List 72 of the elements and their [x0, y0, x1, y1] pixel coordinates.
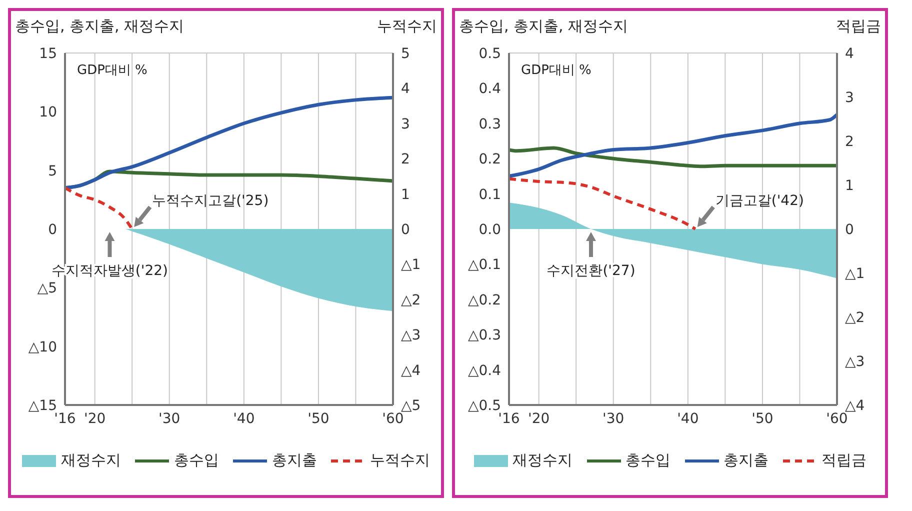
line-series	[509, 177, 697, 230]
annotation: GDP대비 %	[521, 62, 592, 79]
y2-tick-label: △4	[845, 398, 865, 414]
x-tick-label: '50	[308, 410, 330, 427]
y-tick-label: △0.5	[468, 398, 501, 414]
y-tick-label: △5	[37, 280, 57, 297]
annotation: 기금고갈('42)	[715, 193, 804, 209]
y-tick-label: 0.0	[478, 222, 501, 238]
x-tick-label: '16	[54, 410, 76, 427]
x-tick-label: '20	[528, 410, 550, 427]
y-tick-label: △0.1	[468, 257, 501, 274]
y-axis-title: 총수입, 총지출, 재정수지	[459, 17, 628, 37]
y2-tick-label: 3	[845, 90, 854, 106]
y2-tick-label: △3	[401, 328, 421, 344]
y-tick-label: 0.2	[478, 152, 501, 168]
legend-label: 총지출	[722, 451, 768, 470]
y2-tick-label: △2	[845, 310, 865, 326]
y2-tick-label: 5	[401, 46, 410, 62]
line-series	[509, 146, 837, 168]
y-tick-label: 5	[48, 163, 57, 180]
y2-tick-label: △1	[845, 266, 865, 282]
annotation: 누적수지고갈('25)	[152, 193, 269, 209]
legend-label: 총지출	[271, 451, 317, 470]
x-tick-label: '20	[84, 410, 106, 427]
y-tick-label: 0	[48, 222, 57, 238]
x-tick-label: '30	[602, 410, 624, 427]
legend-label: 총수입	[173, 451, 219, 470]
y-axis-title: 총수입, 총지출, 재정수지	[15, 17, 184, 37]
line-series	[509, 112, 837, 178]
x-tick-label: '30	[158, 410, 180, 427]
y-tick-label: △15	[28, 398, 57, 414]
y2-tick-label: 2	[401, 152, 410, 168]
y2-tick-label: 0	[845, 222, 854, 238]
x-tick-label: '40	[677, 410, 699, 427]
y2-tick-label: 4	[845, 46, 854, 62]
y2-axis-title: 적립금	[836, 17, 881, 37]
y2-axis-title: 누적수지	[377, 17, 437, 37]
y2-tick-label: △4	[401, 362, 421, 379]
y2-tick-label: △1	[401, 257, 421, 274]
y-tick-label: 0.5	[478, 46, 501, 62]
y2-tick-label: 1	[845, 178, 854, 194]
x-tick-label: '16	[498, 410, 520, 427]
line-series	[65, 96, 393, 190]
y-tick-label: 0.4	[478, 81, 502, 98]
x-tick-label: '40	[233, 410, 255, 427]
y2-tick-label: △5	[401, 398, 421, 414]
legend-label: 재정수지	[512, 451, 572, 470]
legend-label: 누적수지	[369, 451, 430, 470]
y-tick-label: △0.3	[468, 328, 501, 344]
y-tick-label: △0.4	[468, 362, 502, 379]
y-tick-label: △10	[28, 339, 57, 356]
y2-tick-label: 3	[401, 116, 410, 132]
y2-tick-label: △2	[401, 292, 421, 308]
y2-tick-label: 1	[401, 186, 410, 203]
legend-label: 재정수지	[60, 451, 121, 470]
y-tick-label: 0.1	[478, 186, 501, 203]
y-tick-label: 15	[39, 46, 57, 62]
legend-label: 총수입	[624, 451, 670, 470]
line-series	[65, 186, 134, 230]
y2-tick-label: 4	[401, 81, 410, 98]
y2-tick-label: △3	[845, 354, 865, 370]
y2-tick-label: 2	[845, 134, 854, 150]
y-tick-label: △0.2	[468, 292, 501, 308]
x-tick-label: '50	[752, 410, 774, 427]
y-tick-label: 0.3	[478, 116, 501, 132]
y-tick-label: 10	[39, 104, 57, 121]
x-tick-label: '60	[826, 410, 848, 427]
annotation: 수지전환('27)	[546, 263, 636, 279]
y2-tick-label: 0	[401, 222, 410, 238]
legend-label: 적립금	[820, 451, 866, 470]
annotation: GDP대비 %	[77, 62, 148, 79]
x-tick-label: '60	[382, 410, 404, 427]
